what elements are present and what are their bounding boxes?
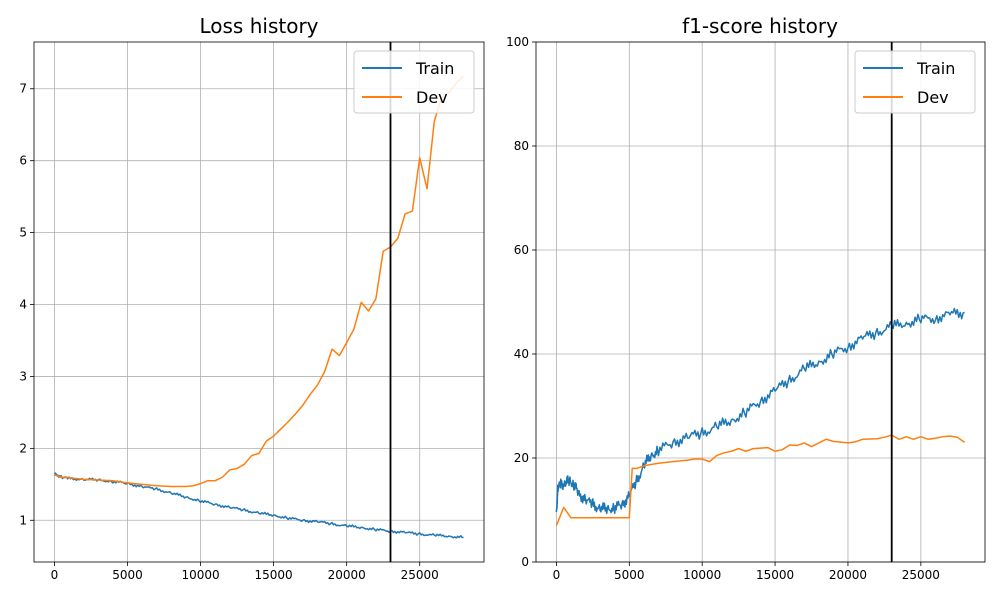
y-tick-label: 2 [19,441,27,455]
x-tick-label: 15000 [756,568,794,582]
y-tick-label: 60 [514,243,529,257]
axes-frame [33,41,485,563]
tick-labels: 0 5000 10000 15000 20000 25000 1 2 3 4 5 6 7 [19,82,438,582]
y-tick-label: 7 [19,82,27,96]
x-tick-label: 0 [51,568,59,582]
y-tick-label: 4 [19,298,27,312]
grid [34,42,484,562]
series-line-dev [54,75,465,488]
x-tick-label: 10000 [683,568,721,582]
axes [535,41,986,563]
x-tick-label: 5000 [614,568,645,582]
legend-label-train: Train [916,59,955,78]
axes [33,41,485,563]
legend-label-dev: Dev [917,88,949,107]
y-tick-label: 6 [19,154,27,168]
chart-title: Loss history [199,14,318,38]
y-tick-label: 0 [521,555,529,569]
legend-label-train: Train [415,59,454,78]
legend: Train Dev [353,50,475,114]
y-tick-label: 20 [514,451,529,465]
series-line-dev [555,434,966,526]
legend: Train Dev [854,50,976,114]
chart-title: f1-score history [682,14,838,38]
y-tick-label: 1 [19,513,27,527]
tick-labels: 0 5000 10000 15000 20000 25000 0 20 40 60 80 100 [506,35,940,582]
y-tick-label: 5 [19,226,27,240]
y-tick-label: 100 [506,35,529,49]
y-tick-label: 40 [514,347,529,361]
x-tick-label: 15000 [255,568,293,582]
loss-history-chart: Loss history 0 5000 10000 15000 20000 25000 1 2… [19,14,485,582]
x-tick-label: 5000 [112,568,143,582]
x-tick-label: 20000 [829,568,867,582]
plot-lines [555,307,966,526]
x-tick-label: 25000 [902,568,940,582]
grid [536,41,985,563]
y-tick-label: 80 [514,139,529,153]
f1-score-history-chart: f1-score history 0 5000 10000 15000 20000 250… [506,14,986,582]
x-tick-label: 0 [553,568,561,582]
x-tick-label: 20000 [328,568,366,582]
x-tick-label: 10000 [181,568,219,582]
legend-label-dev: Dev [416,88,448,107]
series-line-train [555,307,965,515]
y-tick-label: 3 [19,369,27,383]
legend-box [854,50,976,114]
legend-box [353,50,475,114]
x-tick-label: 25000 [401,568,439,582]
axes-frame [535,41,986,563]
plot-lines [54,75,465,539]
